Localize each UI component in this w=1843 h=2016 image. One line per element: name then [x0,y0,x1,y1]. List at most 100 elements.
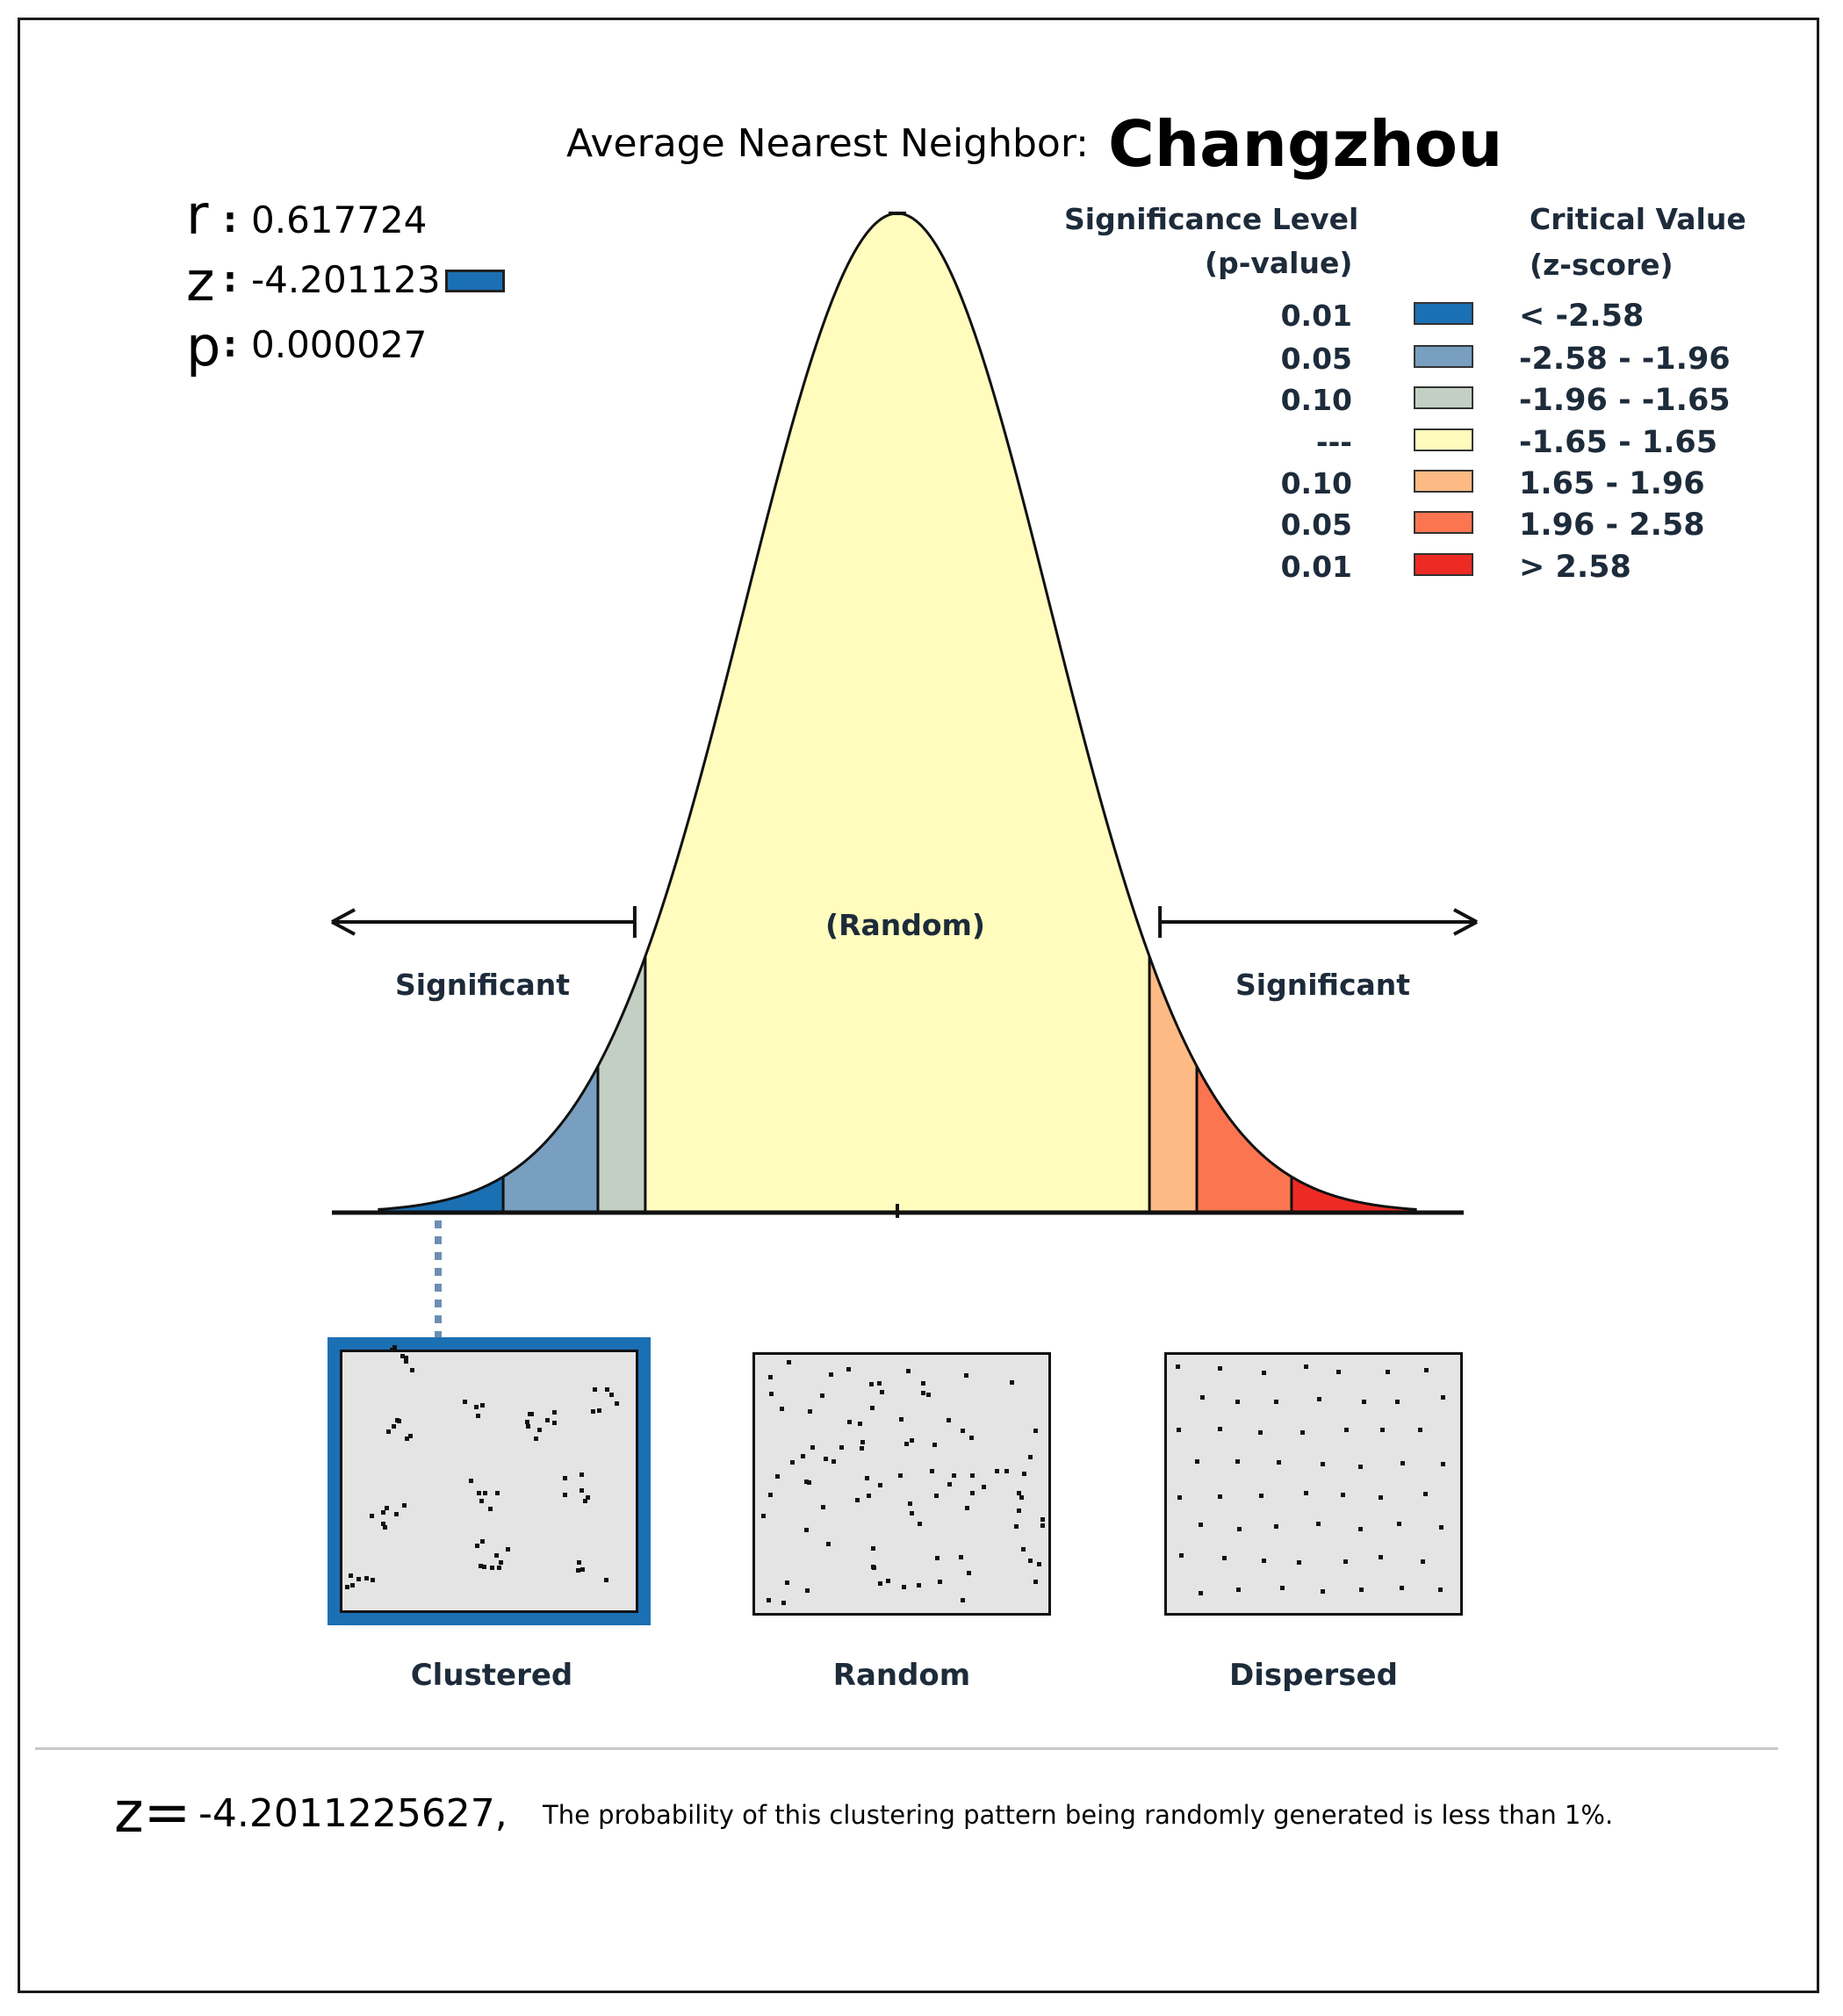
pattern-point [350,1582,356,1588]
pattern-point [1315,1522,1321,1526]
legend-p-value: 0.10 [1280,383,1352,417]
pattern-point [1321,1461,1326,1466]
legend-swatch [1414,345,1473,368]
pattern-point [960,1428,965,1433]
pattern-point [604,1387,609,1393]
pattern-point [917,1521,922,1526]
pattern-point [1019,1494,1024,1500]
pattern-point [384,1506,389,1511]
pattern-point [390,1347,395,1352]
pattern-point [479,1539,485,1544]
pattern-point [1438,1524,1443,1530]
pattern-point [1400,1585,1405,1590]
pattern-point [768,1493,774,1498]
clustered-pattern-panel [328,1337,651,1625]
pattern-point [933,1494,939,1499]
pattern-point [871,1545,876,1551]
pattern-point [474,1543,479,1548]
pattern-point [1422,1491,1428,1496]
pattern-point [479,1402,485,1408]
pattern-point [867,1494,872,1499]
pattern-point [804,1480,810,1485]
pattern-point [805,1588,810,1593]
pattern-point [482,1490,487,1495]
pattern-point [476,1490,481,1495]
pattern-point [552,1421,558,1426]
pattern-point [591,1409,596,1415]
legend-row: 0.10 1.65 - 1.96 [1229,466,1756,501]
pattern-point [1040,1523,1045,1528]
legend-swatch [1414,428,1473,451]
pattern-point [1441,1461,1446,1466]
pattern-point [966,1571,971,1575]
pattern-point [1358,1587,1364,1592]
left-significant-label: Significant [395,968,571,1002]
legend-p-value: 0.01 [1280,550,1352,584]
p-colon: : [223,325,237,365]
pattern-point [947,1481,952,1487]
legend-swatch [1414,386,1473,409]
legend-p-value: --- [1315,425,1352,459]
pattern-point [946,1417,951,1422]
pattern-point [786,1360,791,1365]
pattern-point [1021,1471,1026,1476]
legend-row: 0.05 -2.58 - -1.96 [1229,342,1756,377]
pattern-point [609,1393,615,1398]
pattern-point [961,1598,966,1603]
pattern-point [766,1597,771,1602]
pattern-point [381,1522,386,1527]
footer-divider [35,1747,1778,1750]
legend-swatch [1414,553,1473,576]
legend-swatch [1414,511,1473,534]
pattern-point [593,1387,598,1393]
pattern-point [1336,1369,1342,1374]
legend-z-range: 1.96 - 2.58 [1519,508,1705,543]
curve-region [503,1066,598,1213]
pattern-point [381,1509,386,1515]
pattern-point [1221,1556,1227,1561]
pattern-point [497,1566,502,1571]
pattern-point [761,1513,767,1518]
pattern-point [1262,1559,1266,1564]
pattern-point [901,1584,906,1589]
pattern-point [870,1405,875,1410]
pattern-point [774,1474,780,1480]
dispersed-pattern-panel [1164,1352,1463,1616]
pattern-point [1257,1429,1263,1435]
legend-p-value: 0.05 [1280,342,1352,376]
pattern-point [800,1453,805,1458]
pattern-point [479,1498,485,1503]
pattern-point [1259,1493,1264,1498]
pattern-point [479,1563,483,1568]
pattern-point [596,1408,601,1413]
pattern-point [476,1413,481,1418]
pattern-point [1016,1490,1021,1495]
curve-region [597,956,645,1213]
pattern-point [860,1439,865,1444]
pattern-point [789,1460,795,1465]
pattern-point [808,1409,813,1415]
pattern-point [932,1443,938,1448]
pattern-point [463,1399,468,1404]
pattern-point [579,1472,584,1477]
pattern-point [490,1566,495,1571]
pattern-point [577,1560,582,1566]
pattern-point [526,1423,531,1429]
pattern-point [1400,1460,1405,1465]
pattern-point [969,1472,975,1478]
legend-row: 0.05 1.96 - 2.58 [1229,508,1756,543]
random-region-label: (Random) [825,908,986,942]
pattern-point [395,1417,400,1422]
z-score-swatch [445,270,505,292]
footer-z-value: -4.2011225627, [198,1791,508,1836]
p-value: 0.000027 [251,323,428,366]
pattern-point [575,1568,580,1573]
pattern-point [1273,1524,1278,1530]
pattern-point [964,1372,969,1378]
pattern-point [829,1372,834,1378]
random-pattern-panel [752,1352,1051,1616]
pattern-point [1362,1399,1367,1404]
pattern-point [969,1436,975,1441]
pattern-point [1303,1364,1308,1370]
pattern-point [615,1400,620,1406]
